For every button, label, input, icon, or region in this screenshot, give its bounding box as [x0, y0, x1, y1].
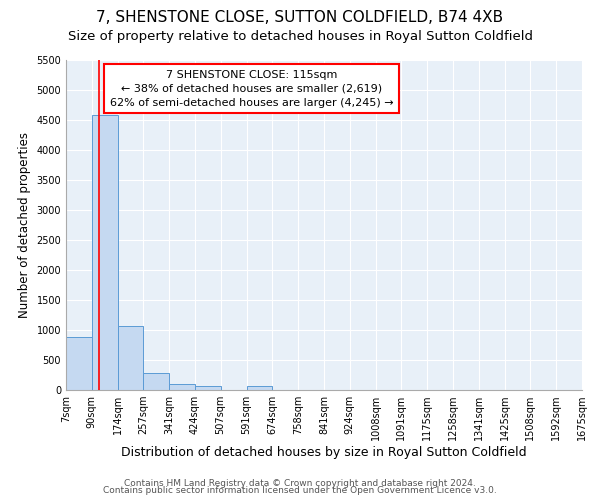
X-axis label: Distribution of detached houses by size in Royal Sutton Coldfield: Distribution of detached houses by size …: [121, 446, 527, 459]
Text: 7 SHENSTONE CLOSE: 115sqm
← 38% of detached houses are smaller (2,619)
62% of se: 7 SHENSTONE CLOSE: 115sqm ← 38% of detac…: [110, 70, 394, 108]
Text: 7, SHENSTONE CLOSE, SUTTON COLDFIELD, B74 4XB: 7, SHENSTONE CLOSE, SUTTON COLDFIELD, B7…: [97, 10, 503, 25]
Bar: [92, 115, 118, 390]
Text: Size of property relative to detached houses in Royal Sutton Coldfield: Size of property relative to detached ho…: [67, 30, 533, 43]
Text: Contains HM Land Registry data © Crown copyright and database right 2024.: Contains HM Land Registry data © Crown c…: [124, 478, 476, 488]
Bar: [247, 386, 272, 390]
Y-axis label: Number of detached properties: Number of detached properties: [18, 132, 31, 318]
Bar: [143, 372, 169, 390]
Bar: [195, 386, 221, 390]
Text: Contains public sector information licensed under the Open Government Licence v3: Contains public sector information licen…: [103, 486, 497, 495]
Bar: [118, 326, 143, 390]
Bar: [66, 337, 92, 390]
Bar: [169, 384, 195, 390]
